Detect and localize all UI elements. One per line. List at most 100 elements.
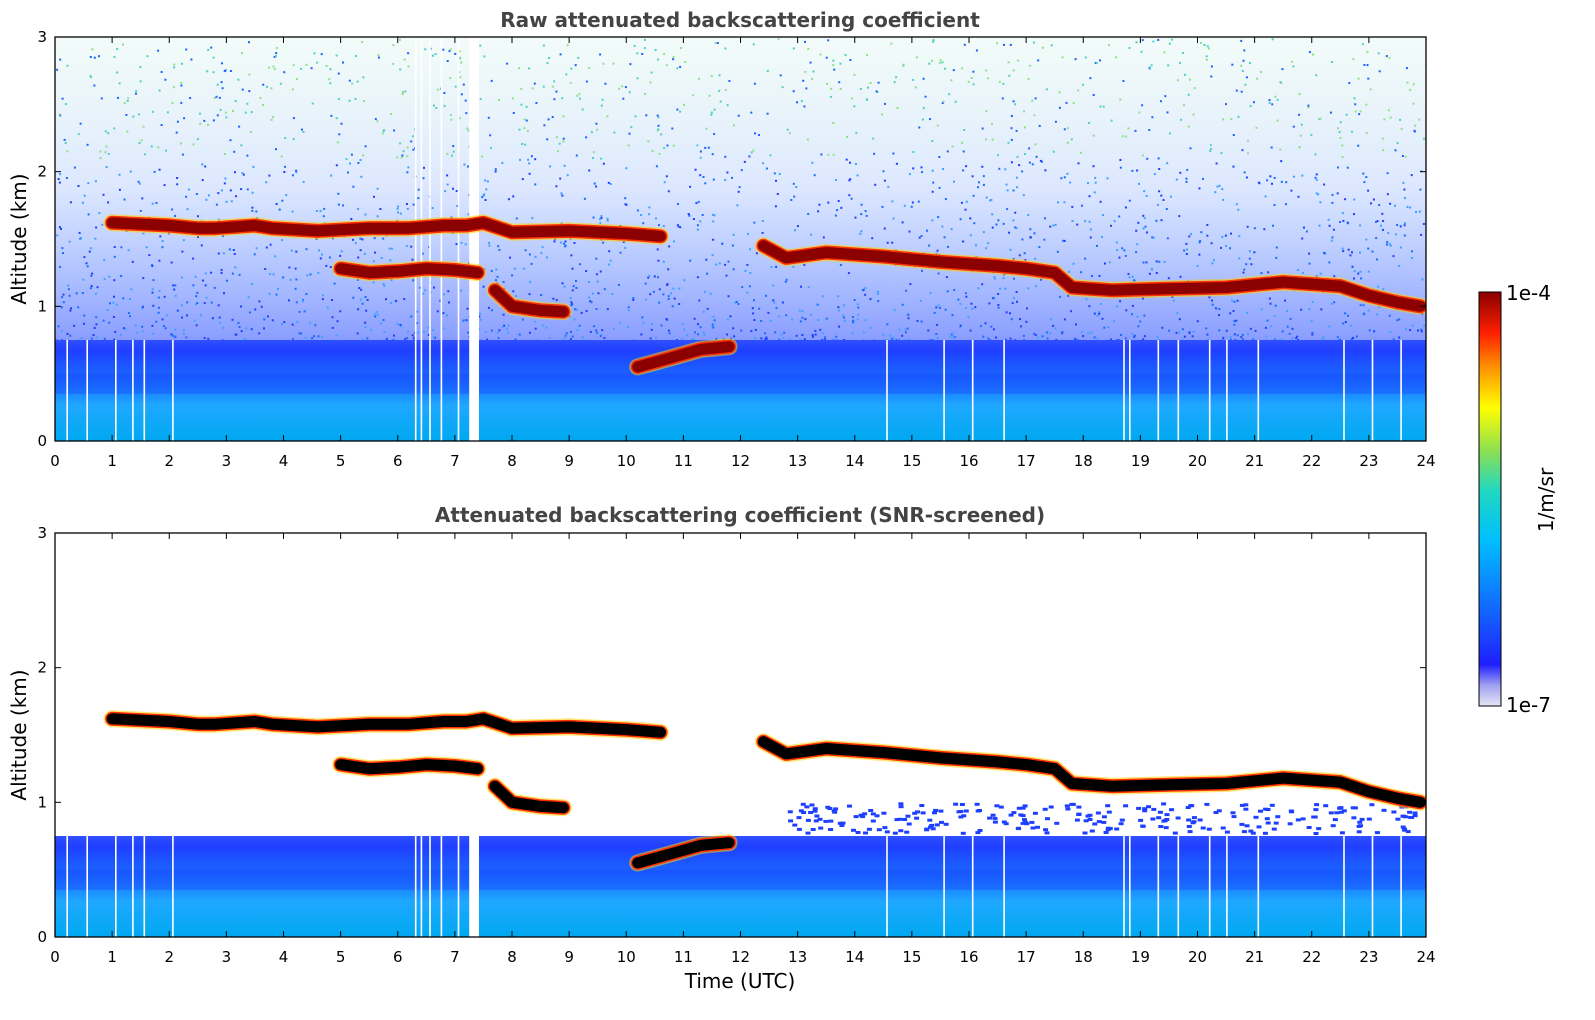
speckle (609, 259, 612, 262)
speckle (1367, 309, 1370, 312)
residual (919, 804, 925, 807)
speckle (520, 87, 523, 90)
speckle (1084, 257, 1087, 260)
speckle (1389, 331, 1392, 334)
speckle (83, 314, 86, 317)
speckle (847, 272, 850, 275)
speckle (61, 247, 64, 250)
speckle (67, 288, 70, 291)
speckle (370, 328, 373, 331)
speckle (85, 262, 88, 265)
speckle (1360, 277, 1363, 280)
speckle (1366, 51, 1369, 54)
speckle (59, 265, 61, 268)
speckle (255, 210, 258, 213)
speckle (498, 329, 501, 332)
speckle (325, 64, 328, 67)
speckle (361, 41, 364, 44)
speckle (869, 298, 872, 301)
speckle (1269, 325, 1272, 328)
speckle (361, 338, 364, 341)
residual (1328, 811, 1334, 815)
speckle (443, 92, 446, 94)
speckle (448, 50, 451, 53)
speckle (1327, 218, 1330, 221)
colorbar-max-label: 1e-4 (1506, 281, 1551, 305)
speckle (281, 199, 284, 202)
residual (1358, 824, 1363, 828)
speckle (359, 249, 362, 252)
speckle (138, 182, 141, 185)
speckle (607, 181, 610, 184)
speckle (361, 302, 364, 305)
speckle (1381, 228, 1384, 231)
speckle (793, 195, 796, 198)
residual (1314, 803, 1320, 807)
speckle (1336, 192, 1339, 195)
speckle (519, 158, 521, 161)
residual (1316, 827, 1322, 831)
speckle (1248, 62, 1251, 64)
speckle (258, 332, 261, 335)
speckle (1108, 44, 1110, 47)
colorbar: 1e-4 1e-7 1/m/sr (1478, 281, 1558, 717)
x-tick-label: 3 (222, 452, 232, 470)
speckle (1257, 181, 1260, 184)
speckle (1162, 199, 1165, 201)
speckle (1353, 270, 1356, 273)
speckle (333, 282, 336, 285)
speckle (644, 298, 647, 301)
speckle (920, 166, 923, 169)
speckle (724, 89, 727, 92)
speckle (865, 214, 868, 217)
speckle (1394, 233, 1397, 236)
speckle (1322, 336, 1325, 339)
speckle (357, 256, 360, 259)
speckle (775, 179, 777, 182)
speckle (775, 265, 778, 268)
speckle (692, 218, 695, 220)
speckle (321, 335, 324, 338)
speckle (981, 127, 984, 130)
speckle (139, 209, 142, 212)
speckle (105, 145, 108, 148)
speckle (886, 323, 889, 326)
speckle (272, 65, 275, 68)
speckle (1351, 251, 1353, 254)
speckle (1063, 318, 1066, 321)
speckle (588, 66, 591, 69)
residual (1020, 806, 1026, 810)
speckle (1365, 238, 1368, 241)
speckle (534, 255, 537, 258)
speckle (93, 327, 96, 329)
speckle (393, 338, 396, 341)
speckle (454, 85, 457, 88)
speckle (575, 154, 578, 157)
speckle (94, 237, 97, 240)
speckle (482, 285, 485, 288)
speckle (1420, 233, 1423, 236)
speckle (1225, 103, 1227, 106)
residual (1044, 831, 1050, 835)
speckle (579, 263, 582, 266)
cloud-layers (103, 710, 1426, 872)
speckle (1216, 185, 1219, 188)
speckle (335, 334, 338, 337)
speckle (1413, 130, 1416, 133)
speckle (1255, 126, 1258, 129)
speckle (765, 336, 768, 339)
residual (1157, 810, 1163, 814)
speckle (971, 175, 974, 178)
speckle (497, 331, 499, 334)
speckle (1022, 194, 1025, 197)
speckle (534, 183, 537, 186)
speckle (1110, 119, 1113, 122)
speckle (982, 231, 985, 234)
speckle (1004, 287, 1007, 290)
speckle (1330, 302, 1333, 305)
speckle (945, 276, 948, 279)
speckle (393, 334, 395, 337)
speckle (117, 96, 119, 99)
speckle (552, 297, 555, 300)
speckle (174, 214, 176, 217)
